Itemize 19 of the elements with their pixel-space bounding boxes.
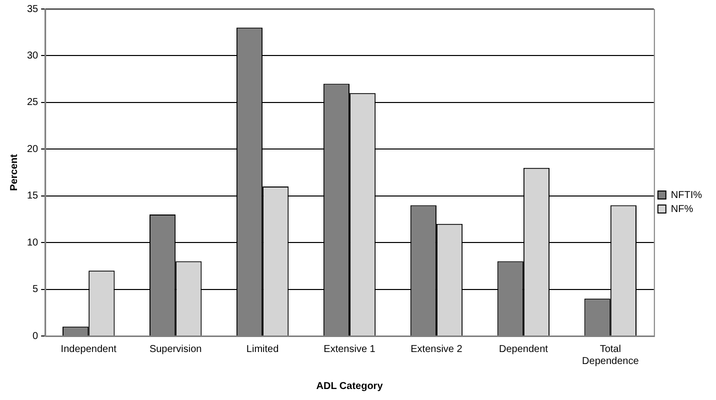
x-axis-title: ADL Category bbox=[316, 380, 384, 392]
x-tick-label: Limited bbox=[246, 344, 279, 355]
y-tick-label: 5 bbox=[32, 284, 39, 296]
legend-label: NFTI% bbox=[670, 190, 702, 201]
x-tick-label: Extensive 2 bbox=[410, 344, 463, 355]
y-tick-label: 0 bbox=[32, 330, 39, 342]
x-tick-label: Total Dependence bbox=[582, 344, 640, 367]
x-tick-label: Dependent bbox=[498, 344, 548, 355]
x-tick-label: Independent bbox=[60, 344, 117, 355]
x-tick-label: Extensive 1 bbox=[324, 344, 376, 355]
y-tick-label: 15 bbox=[27, 190, 39, 202]
y-tick-label: 30 bbox=[27, 50, 39, 62]
y-axis-title: Percent bbox=[8, 153, 20, 191]
x-tick-label: Supervision bbox=[149, 344, 202, 355]
y-tick-label: 10 bbox=[27, 237, 39, 248]
legend-label: NF% bbox=[670, 204, 694, 215]
y-tick-label: 25 bbox=[27, 97, 39, 108]
y-tick-label: 20 bbox=[27, 144, 39, 155]
y-tick-label: 35 bbox=[27, 4, 39, 15]
